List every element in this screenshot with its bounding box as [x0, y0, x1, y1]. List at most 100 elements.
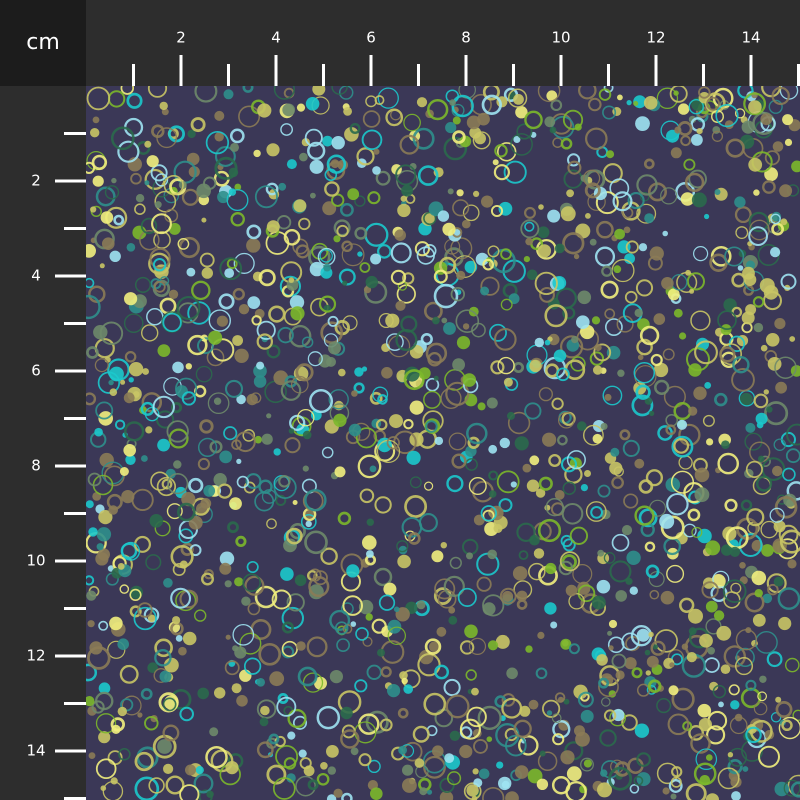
fabric-dot [246, 238, 261, 253]
fabric-dot [366, 550, 374, 558]
fabric-ring [374, 95, 385, 106]
fabric-ring [728, 684, 740, 696]
fabric-ring [738, 533, 763, 558]
fabric-dot [290, 306, 305, 321]
fabric-dot [759, 675, 767, 683]
fabric-dot [137, 712, 143, 718]
fabric-ring [717, 767, 740, 790]
fabric-ring [611, 533, 630, 552]
fabric-ring [86, 663, 98, 682]
fabric-ring [715, 103, 739, 128]
fabric-ring [608, 766, 633, 791]
fabric-ring [304, 128, 323, 147]
fabric-ring [482, 594, 505, 617]
fabric-dot [328, 341, 341, 355]
fabric-dot [232, 335, 244, 346]
fabric-ring [447, 771, 462, 786]
fabric-dot [536, 778, 549, 790]
fabric-dot [117, 563, 125, 570]
fabric-ring [639, 325, 660, 346]
fabric-dot [259, 717, 269, 727]
fabric-ring [731, 368, 755, 392]
fabric-dot [528, 699, 539, 710]
fabric-ring [425, 420, 438, 433]
fabric-dot [495, 634, 510, 649]
fabric-dot [381, 367, 393, 379]
fabric-ring [181, 188, 199, 206]
fabric-ring [336, 638, 350, 652]
fabric-dot [634, 458, 645, 469]
fabric-dot [201, 217, 207, 223]
fabric-dot [697, 703, 712, 718]
fabric-pattern [86, 86, 800, 800]
fabric-ring [774, 356, 797, 379]
fabric-ring [627, 192, 645, 210]
fabric-ring [493, 328, 517, 351]
fabric-ring [154, 638, 173, 658]
fabric-dot [431, 550, 444, 563]
fabric-ring [638, 508, 658, 528]
fabric-ring [677, 121, 693, 136]
fabric-dot [545, 562, 557, 575]
fabric-ring [292, 715, 308, 730]
fabric-ring [404, 495, 428, 518]
fabric-ring [449, 556, 462, 570]
fabric-ring [152, 258, 167, 272]
unit-label: cm [26, 30, 60, 55]
fabric-ring [609, 178, 630, 199]
fabric-dot [200, 498, 212, 509]
fabric-dot [223, 89, 234, 100]
fabric-dot [257, 103, 272, 118]
fabric-ring [258, 269, 276, 287]
fabric-dot [343, 107, 352, 116]
fabric-ring [440, 387, 462, 409]
fabric-ring [687, 508, 701, 522]
fabric-ring [740, 499, 753, 512]
fabric-dot [225, 634, 231, 640]
fabric-dot [646, 655, 659, 668]
fabric-dot [745, 422, 756, 433]
fabric-dot [760, 344, 768, 352]
fabric-ring [631, 394, 654, 417]
fabric-dot [312, 86, 326, 96]
fabric-ring [289, 414, 306, 432]
fabric-ring [140, 324, 159, 342]
fabric-ring [403, 113, 421, 132]
fabric-ring [535, 667, 548, 680]
fabric-dot [299, 152, 308, 162]
fabric-dot [99, 452, 114, 468]
fabric-dot [514, 436, 529, 451]
fabric-ring [104, 185, 120, 200]
fabric-dot [294, 574, 307, 587]
fabric-dot [144, 140, 152, 148]
fabric-dot [111, 177, 117, 184]
fabric-dot [302, 465, 309, 472]
fabric-ring [734, 657, 754, 676]
fabric-ring [744, 432, 763, 451]
fabric-ring [377, 394, 388, 405]
fabric-dot [513, 136, 521, 143]
fabric-dot [164, 695, 179, 710]
fabric-ring [342, 595, 364, 616]
fabric-dot [534, 337, 544, 348]
fabric-dot [219, 562, 232, 575]
fabric-ring [666, 492, 689, 516]
fabric-dot [729, 546, 741, 558]
fabric-ring [424, 638, 442, 655]
fabric-dot [513, 94, 524, 105]
fabric-ring [621, 632, 640, 651]
fabric-ring [357, 454, 382, 479]
fabric-ring [372, 386, 389, 403]
fabric-dot [86, 590, 97, 601]
fabric-dot [580, 484, 589, 492]
fabric-dot [566, 189, 574, 198]
fabric-ring [688, 725, 704, 741]
fabric-ring [647, 255, 663, 271]
fabric-dot [445, 122, 457, 134]
fabric-ring [321, 446, 334, 459]
fabric-dot [705, 600, 718, 613]
fabric-dot [119, 467, 129, 476]
fabric-ring [385, 108, 404, 127]
fabric-dot [109, 388, 118, 397]
fabric-dot [208, 330, 223, 345]
